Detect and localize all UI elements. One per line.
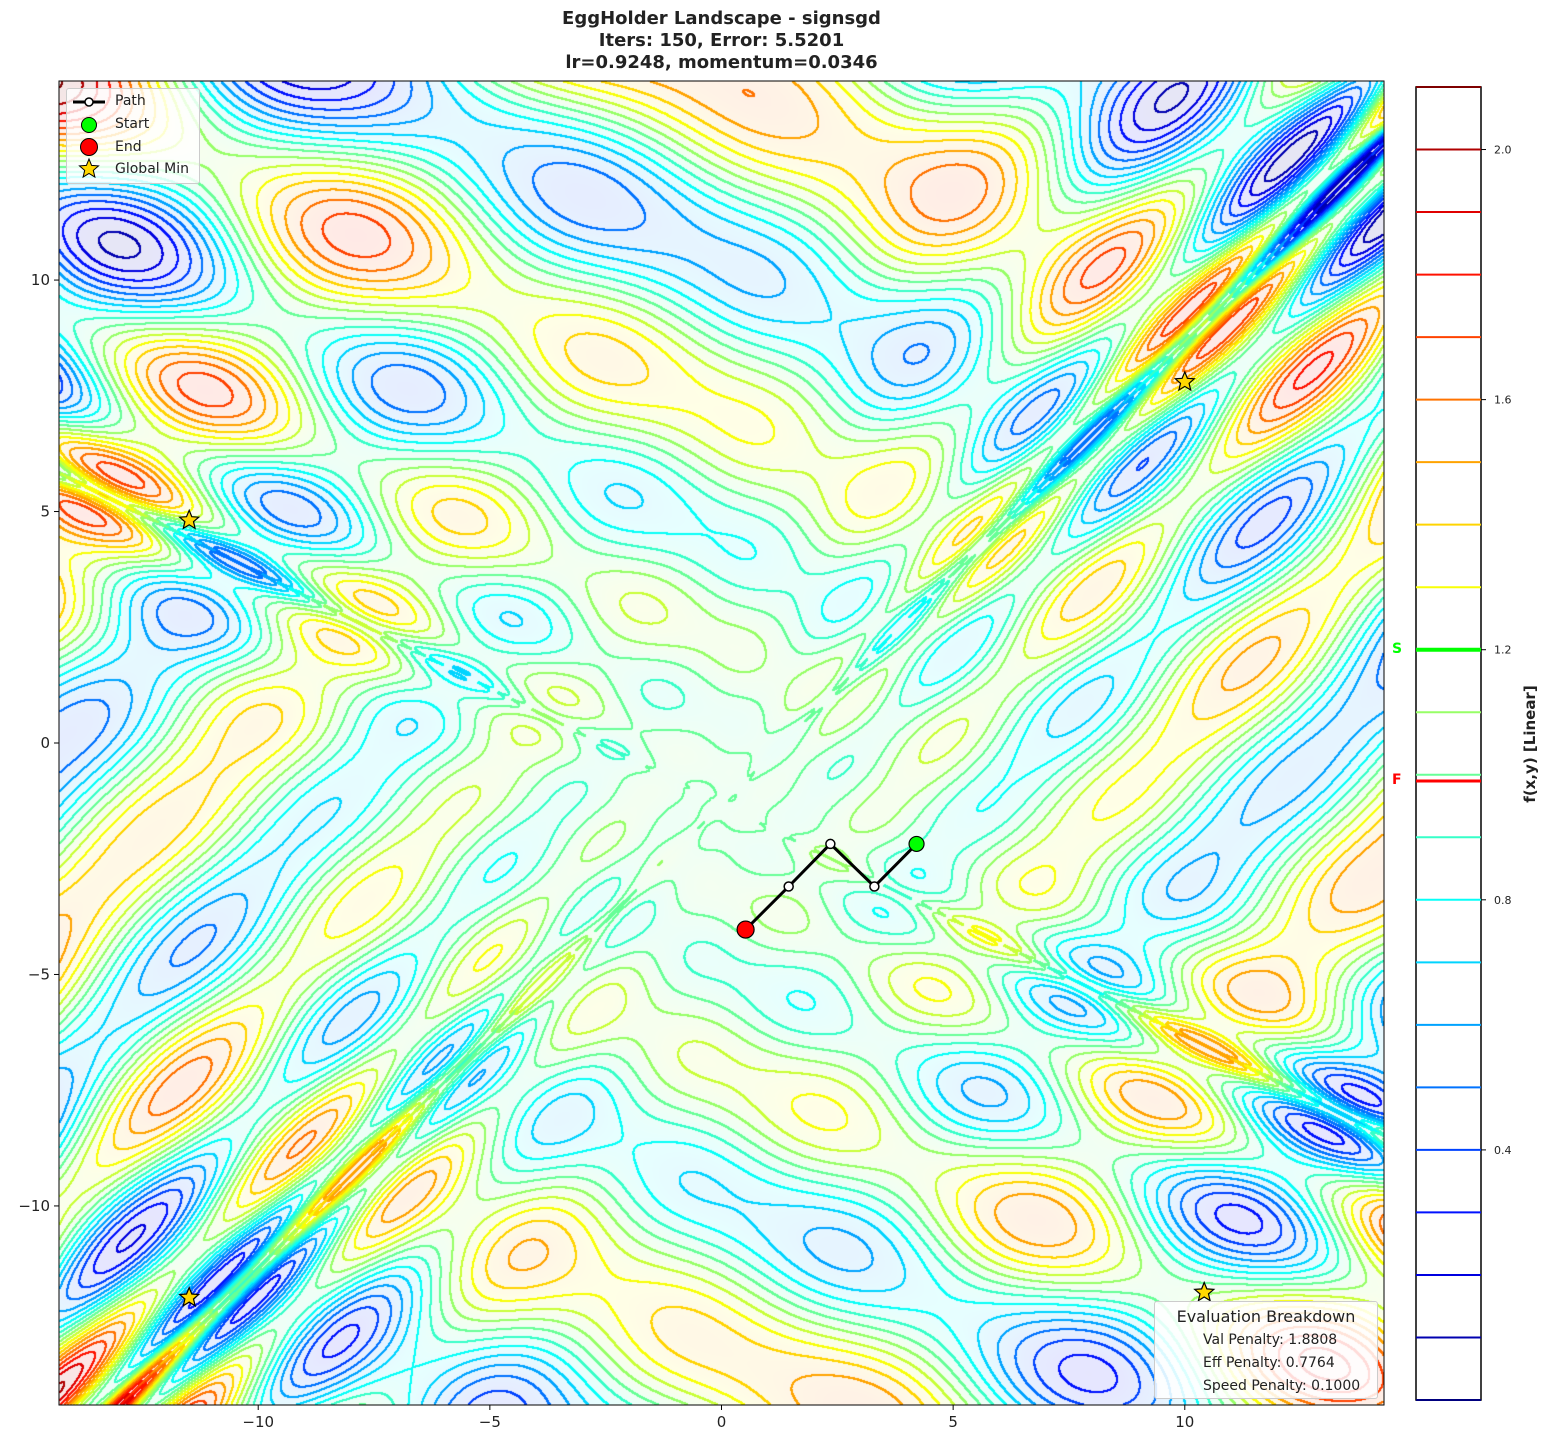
start-point xyxy=(908,835,925,853)
global-min-star xyxy=(178,1286,201,1307)
eff-penalty: Eff Penalty: 0.7764 xyxy=(1203,1355,1335,1371)
y-tick-label: 5 xyxy=(40,503,50,521)
y-tick-label: 10 xyxy=(31,271,50,289)
y-tick-label: −5 xyxy=(28,965,50,983)
legend: Path Start End Global Min xyxy=(66,88,200,184)
plot-area xyxy=(59,81,1384,1405)
end-point xyxy=(736,920,755,939)
y-tick-label: −10 xyxy=(18,1197,50,1215)
title-line-2: Iters: 150, Error: 5.5201 xyxy=(598,30,845,51)
colorbar-final-marker: F xyxy=(1392,772,1402,788)
colorbar-tick-label: 0.8 xyxy=(1494,894,1512,907)
val-penalty: Val Penalty: 1.8808 xyxy=(1203,1332,1338,1348)
colorbar xyxy=(1415,86,1482,1401)
x-tick-label: −5 xyxy=(479,1413,501,1431)
evaluation-breakdown-box: Evaluation Breakdown Val Penalty: 1.8808… xyxy=(1154,1301,1378,1399)
colorbar-tick-label: 1.6 xyxy=(1494,394,1512,407)
colorbar-tick-label: 2.0 xyxy=(1494,144,1512,157)
title-line-1: EggHolder Landscape - signsgd xyxy=(562,8,881,29)
legend-star-icon xyxy=(78,157,100,179)
path-point xyxy=(825,838,836,850)
legend-path-label: Path xyxy=(115,93,146,109)
colorbar-start-marker: S xyxy=(1392,640,1403,657)
path-point xyxy=(783,881,794,892)
colorbar-tick-label: 0.4 xyxy=(1494,1144,1512,1157)
colorbar-tick-label: 1.2 xyxy=(1494,644,1512,657)
evaluation-heading: Evaluation Breakdown xyxy=(1176,1307,1356,1326)
x-tick-label: 5 xyxy=(948,1413,958,1431)
legend-end-marker xyxy=(80,138,98,156)
legend-path-marker xyxy=(84,97,94,107)
speed-penalty: Speed Penalty: 0.1000 xyxy=(1203,1378,1361,1394)
x-tick-label: 0 xyxy=(717,1413,727,1431)
global-min-star xyxy=(1173,370,1196,392)
legend-markers xyxy=(73,97,105,179)
y-tick-label: 0 xyxy=(40,734,50,752)
global-min-star xyxy=(178,508,201,530)
title-line-3: lr=0.9248, momentum=0.0346 xyxy=(565,52,878,73)
path-overlay xyxy=(178,370,1216,1307)
optimizer-path-line xyxy=(744,841,918,931)
legend-global-min-label: Global Min xyxy=(115,161,189,177)
x-tick-label: 10 xyxy=(1175,1413,1194,1431)
legend-end-label: End xyxy=(115,139,142,155)
global-min-star xyxy=(1193,1280,1216,1302)
path-point xyxy=(869,881,880,892)
x-tick-label: −10 xyxy=(242,1413,274,1431)
chart-title: EggHolder Landscape - signsgd Iters: 150… xyxy=(59,8,1384,74)
colorbar-label: f(x,y) [Linear] xyxy=(1521,685,1539,803)
legend-start-marker xyxy=(81,117,97,133)
legend-start-label: Start xyxy=(115,116,150,132)
